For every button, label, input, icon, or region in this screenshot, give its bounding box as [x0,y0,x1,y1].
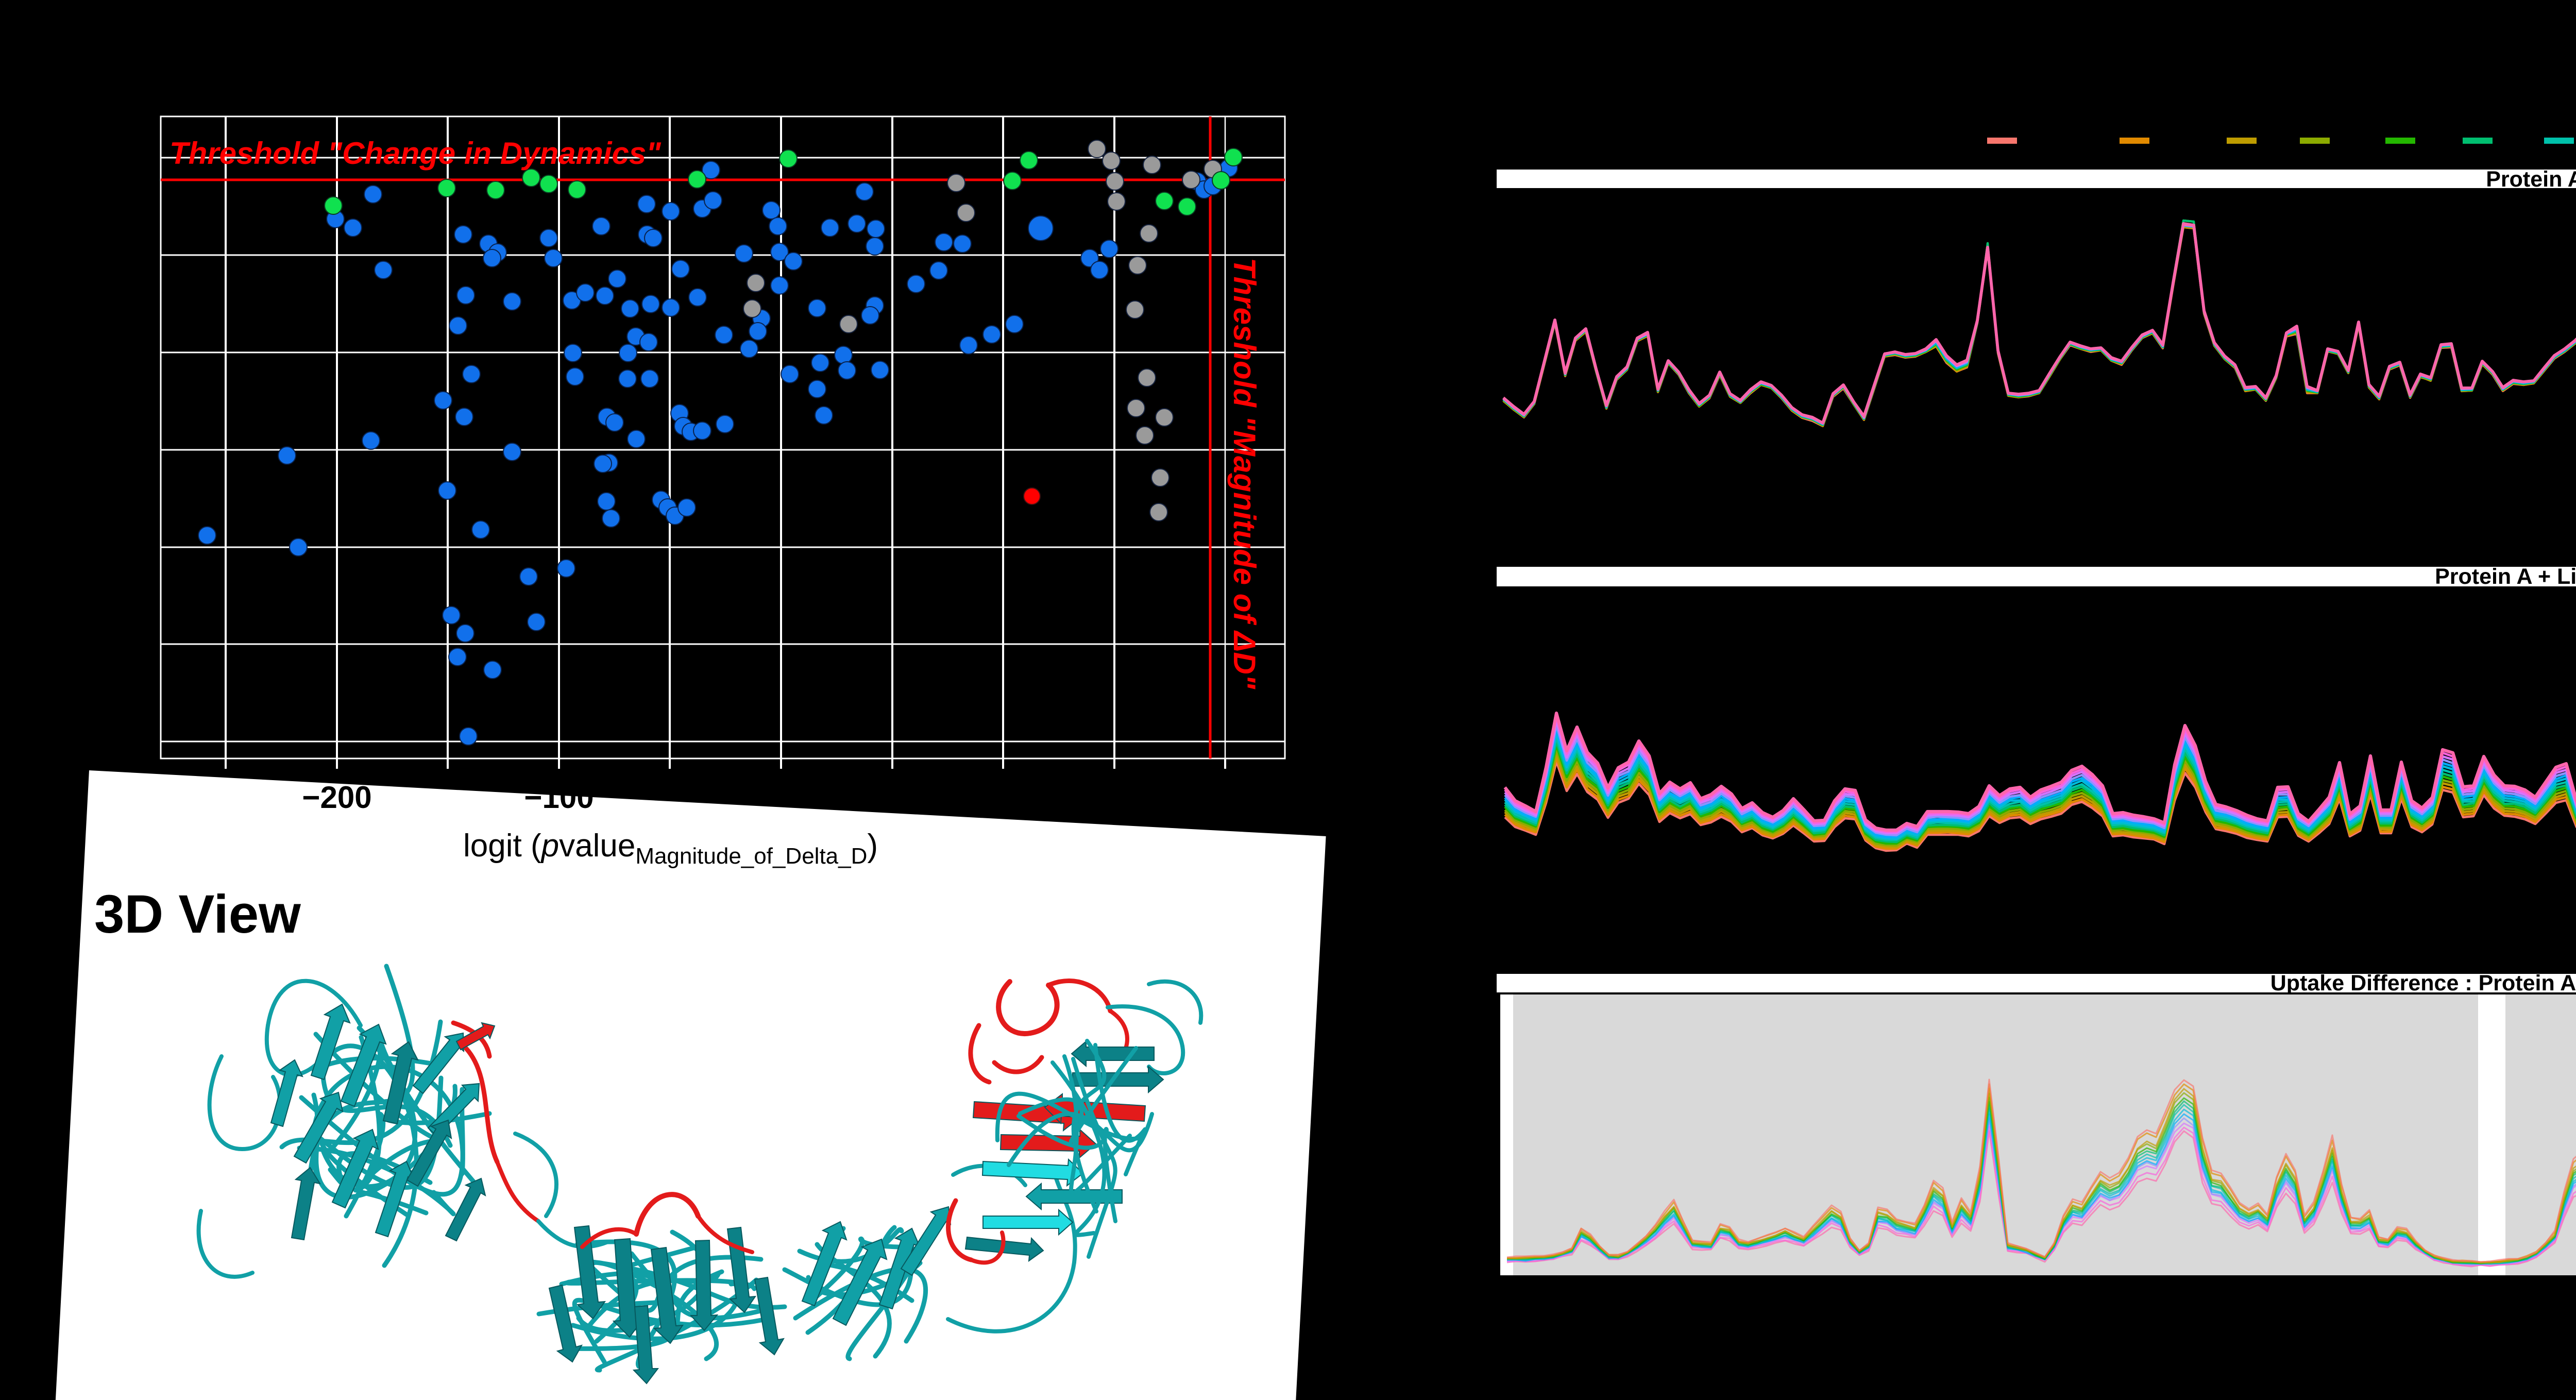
svg-text:−100: −100 [524,780,594,815]
svg-text:Protein A: Protein A [2486,167,2576,192]
svg-text:3D View: 3D View [94,884,301,944]
svg-text:Threshold "Change in Dynamics": Threshold "Change in Dynamics" [170,136,662,171]
svg-text:−200: −200 [302,780,371,815]
svg-text:Protein A + Ligand: Protein A + Ligand [2435,564,2576,589]
svg-text:Uptake Difference : Protein A: Uptake Difference : Protein A - (Protein… [2270,971,2576,996]
svg-text:Threshold "Magnitude of ΔD": Threshold "Magnitude of ΔD" [1227,258,1262,690]
